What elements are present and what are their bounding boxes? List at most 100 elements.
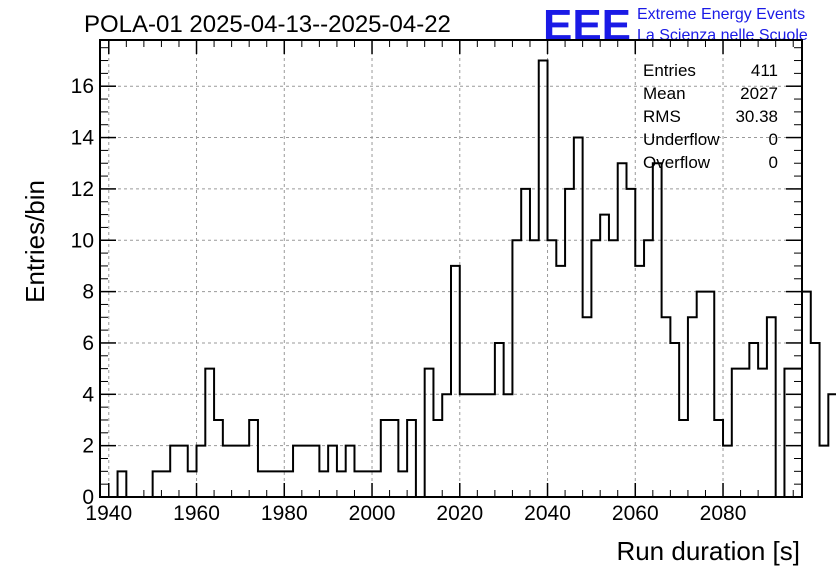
histogram-bin	[451, 266, 460, 497]
stat-underflow-label: Underflow	[643, 130, 720, 149]
stat-entries-label: Entries	[643, 61, 696, 80]
histogram-bin	[232, 446, 241, 497]
y-tick-label: 10	[71, 229, 94, 252]
histogram-bin	[618, 163, 627, 497]
histogram-bin	[609, 240, 618, 497]
x-axis-title: Run duration [s]	[616, 536, 800, 566]
y-tick-label: 12	[71, 178, 94, 201]
histogram-bin	[258, 471, 267, 497]
x-tick-label: 2000	[349, 502, 396, 525]
histogram-bin	[153, 471, 162, 497]
logo-line-1: Extreme Energy Events	[637, 6, 805, 23]
histogram-bin	[197, 446, 206, 497]
x-tick-label: 1940	[85, 502, 132, 525]
stat-entries-value: 411	[751, 61, 778, 80]
histogram-bin	[161, 471, 170, 497]
histogram-bin	[363, 471, 372, 497]
histogram-bin	[302, 446, 311, 497]
histogram-bin	[758, 369, 767, 497]
histogram-bin	[662, 317, 671, 497]
histogram-bin	[591, 240, 600, 497]
histogram-bin	[539, 61, 548, 497]
histogram-bin	[635, 266, 644, 497]
histogram-bin	[828, 394, 836, 497]
histogram-bin	[802, 292, 811, 497]
histogram-bin	[267, 471, 276, 497]
histogram-bin	[354, 471, 363, 497]
stat-underflow-value: 0	[769, 130, 778, 149]
y-axis-title: Entries/bin	[20, 180, 50, 303]
histogram-bin	[749, 343, 758, 497]
histogram-bin	[284, 471, 293, 497]
histogram-bin	[223, 446, 232, 497]
x-tick-label: 2020	[436, 502, 483, 525]
stat-rms-value: 30.38	[735, 107, 778, 126]
histogram-bin	[205, 369, 214, 497]
x-tick-label: 2040	[524, 502, 571, 525]
histogram-bin	[732, 369, 741, 497]
y-tick-labels: 0 2 4 6 8 10 12 14 16	[71, 75, 95, 509]
stat-mean-label: Mean	[643, 84, 686, 103]
histogram-bin	[319, 471, 328, 497]
histogram-bin	[188, 471, 197, 497]
stat-mean-value: 2027	[740, 84, 778, 103]
y-tick-label: 16	[71, 75, 94, 98]
histogram-bin	[644, 240, 653, 497]
histogram-bin	[328, 446, 337, 497]
x-tick-label: 1980	[261, 502, 308, 525]
histogram-bin	[811, 343, 820, 497]
x-tick-label: 2060	[612, 502, 659, 525]
x-tick-labels: 1940 1960 1980 2000 2020 2040 2060 2080	[85, 502, 746, 525]
grid-lines	[100, 40, 802, 497]
histogram-bin	[214, 420, 223, 497]
histogram-bin	[118, 471, 127, 497]
histogram-bin	[679, 420, 688, 497]
histogram-bin	[398, 471, 407, 497]
histogram-bin	[741, 369, 750, 497]
histogram-bin	[530, 240, 539, 497]
histogram-bin	[653, 163, 662, 497]
histogram-bin	[556, 266, 565, 497]
histogram-bin	[600, 215, 609, 497]
histogram-bin	[495, 343, 504, 497]
y-tick-label: 6	[82, 332, 94, 355]
histogram-bin	[574, 138, 583, 497]
histogram-bin	[767, 317, 776, 497]
histogram-bin	[240, 446, 249, 497]
histogram-outline	[108, 59, 836, 498]
histogram-bin	[170, 446, 179, 497]
histogram-bin	[407, 420, 416, 497]
histogram-bin	[784, 369, 793, 497]
y-tick-label: 4	[82, 383, 94, 406]
histogram-bin	[433, 420, 442, 497]
histogram-bin	[249, 420, 258, 497]
stat-rms-label: RMS	[643, 107, 681, 126]
histogram-bin	[337, 471, 346, 497]
histogram-bin	[179, 446, 188, 497]
stat-overflow-label: Overflow	[643, 153, 711, 172]
y-tick-label: 8	[82, 281, 94, 304]
histogram-bin	[670, 343, 679, 497]
histogram-bin	[372, 471, 381, 497]
x-tick-label: 1960	[173, 502, 220, 525]
histogram-bin	[425, 369, 434, 497]
histogram-bin	[512, 240, 521, 497]
histogram-bin	[583, 317, 592, 497]
histogram-bin	[714, 420, 723, 497]
histogram-bin	[346, 446, 355, 497]
eee-logo-mark: EEE	[543, 1, 631, 50]
histogram-bin	[390, 420, 399, 497]
histogram-bin	[723, 446, 732, 497]
histogram-bin	[820, 446, 829, 497]
histogram-bins	[118, 61, 836, 497]
x-tick-label: 2080	[700, 502, 747, 525]
histogram-bin	[381, 420, 390, 497]
stat-overflow-value: 0	[769, 153, 778, 172]
axis-ticks	[100, 40, 802, 498]
stats-box: Entries 411 Mean 2027 RMS 30.38 Underflo…	[643, 61, 778, 172]
histogram-bin	[276, 471, 285, 497]
plot-frame	[99, 39, 803, 498]
y-tick-label: 14	[71, 127, 95, 150]
y-tick-label: 0	[82, 486, 94, 509]
